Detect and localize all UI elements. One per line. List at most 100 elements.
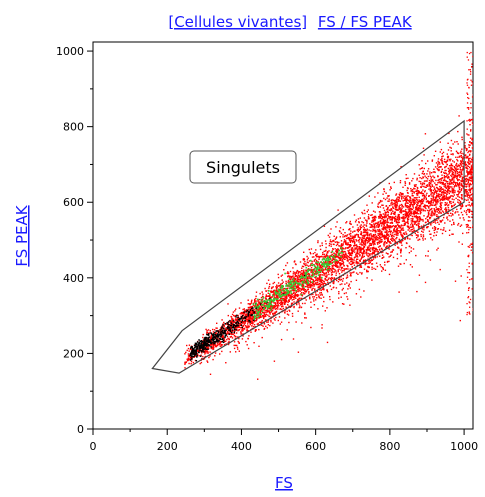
data-point bbox=[400, 230, 401, 231]
data-point bbox=[455, 172, 456, 173]
data-point bbox=[450, 175, 451, 176]
data-point bbox=[370, 233, 371, 234]
data-point bbox=[446, 202, 447, 203]
data-point bbox=[417, 204, 418, 205]
data-point bbox=[266, 291, 267, 292]
data-point bbox=[279, 316, 280, 317]
data-point bbox=[460, 226, 461, 227]
data-point bbox=[211, 348, 212, 349]
data-point bbox=[387, 261, 388, 262]
data-point bbox=[231, 318, 232, 319]
data-point bbox=[434, 205, 435, 206]
data-point bbox=[407, 202, 408, 203]
data-point bbox=[445, 183, 446, 184]
data-point bbox=[188, 363, 189, 364]
data-point bbox=[389, 199, 390, 200]
data-point bbox=[266, 283, 267, 284]
data-point bbox=[433, 222, 434, 223]
data-point bbox=[288, 300, 289, 301]
data-point bbox=[449, 221, 450, 222]
data-point bbox=[340, 227, 341, 228]
data-point bbox=[435, 203, 436, 204]
data-point bbox=[418, 225, 419, 226]
data-point bbox=[303, 259, 304, 260]
data-point bbox=[221, 344, 222, 345]
data-point bbox=[308, 262, 309, 263]
data-point bbox=[344, 232, 345, 233]
data-point bbox=[388, 209, 389, 210]
data-point bbox=[389, 205, 390, 206]
data-point bbox=[355, 221, 356, 222]
data-point bbox=[369, 195, 370, 196]
data-point bbox=[436, 168, 437, 169]
data-point bbox=[397, 196, 398, 197]
data-point bbox=[403, 233, 404, 234]
data-point bbox=[301, 274, 302, 275]
data-point bbox=[448, 204, 449, 205]
data-point bbox=[440, 203, 441, 204]
data-point bbox=[453, 201, 454, 202]
data-point bbox=[438, 212, 439, 213]
data-point bbox=[352, 226, 353, 227]
data-point bbox=[422, 238, 423, 239]
data-point bbox=[411, 218, 412, 219]
data-point bbox=[208, 357, 209, 358]
data-point bbox=[293, 273, 294, 274]
data-point bbox=[448, 207, 449, 208]
data-point bbox=[450, 169, 451, 170]
data-point bbox=[234, 335, 235, 336]
data-point bbox=[295, 321, 296, 322]
data-point bbox=[433, 186, 434, 187]
data-point bbox=[361, 239, 362, 240]
data-point bbox=[187, 350, 188, 351]
data-point bbox=[432, 186, 433, 187]
data-point bbox=[210, 374, 211, 375]
data-point bbox=[290, 271, 291, 272]
data-point bbox=[338, 293, 339, 294]
data-point bbox=[407, 193, 408, 194]
data-point bbox=[394, 203, 395, 204]
data-point bbox=[248, 307, 249, 308]
data-point bbox=[435, 184, 436, 185]
data-point bbox=[435, 200, 436, 201]
data-point bbox=[212, 359, 213, 360]
data-point bbox=[340, 236, 341, 237]
data-point bbox=[384, 227, 385, 228]
data-point bbox=[443, 180, 444, 181]
data-point bbox=[398, 219, 399, 220]
data-point bbox=[347, 234, 348, 235]
y-tick-label-400: 400 bbox=[63, 272, 84, 285]
data-point bbox=[460, 161, 461, 162]
data-point bbox=[338, 291, 339, 292]
data-point bbox=[438, 210, 439, 211]
data-point bbox=[350, 287, 351, 288]
data-point bbox=[360, 227, 361, 228]
data-point bbox=[406, 201, 407, 202]
data-point bbox=[442, 210, 443, 211]
data-point bbox=[460, 207, 461, 208]
population-link[interactable]: [Cellules vivantes] bbox=[168, 13, 307, 31]
data-point bbox=[412, 195, 413, 196]
data-point bbox=[297, 270, 298, 271]
data-point bbox=[247, 344, 248, 345]
data-point bbox=[275, 304, 276, 305]
data-point bbox=[341, 245, 342, 246]
data-point bbox=[460, 169, 461, 170]
data-point bbox=[463, 219, 464, 220]
data-point bbox=[408, 212, 409, 213]
data-point bbox=[297, 294, 298, 295]
data-point bbox=[319, 278, 320, 279]
plot-link[interactable]: FS / FS PEAK bbox=[318, 13, 413, 31]
data-point bbox=[392, 204, 393, 205]
data-point bbox=[466, 149, 467, 150]
data-point bbox=[384, 217, 385, 218]
data-point bbox=[365, 234, 366, 235]
data-point bbox=[417, 210, 418, 211]
data-point bbox=[404, 200, 405, 201]
data-point bbox=[235, 351, 236, 352]
data-point bbox=[406, 197, 407, 198]
data-point bbox=[303, 271, 304, 272]
data-point bbox=[210, 330, 211, 331]
data-point bbox=[442, 169, 443, 170]
data-point bbox=[353, 239, 354, 240]
